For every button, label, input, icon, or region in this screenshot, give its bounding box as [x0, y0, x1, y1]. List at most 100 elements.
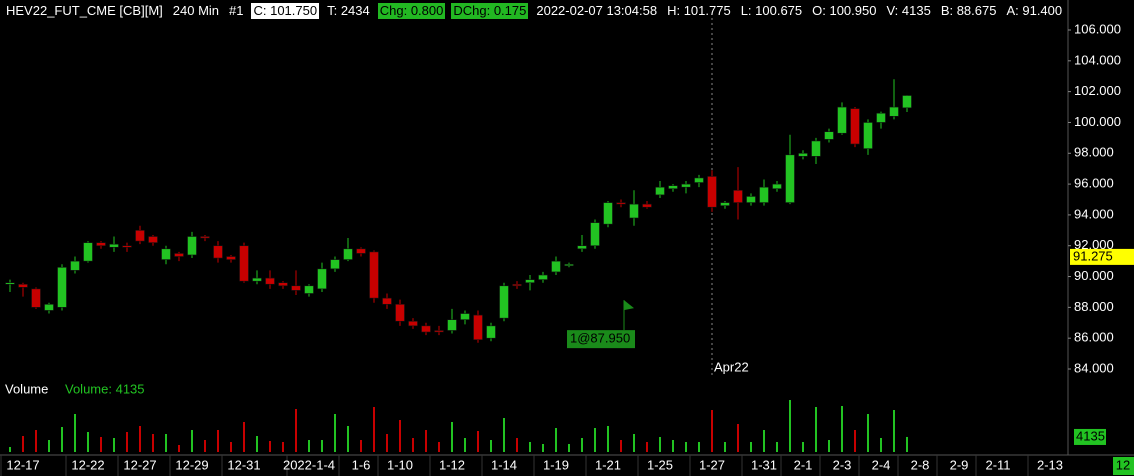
corner-box [1113, 457, 1134, 475]
header-bar: HEV22_FUT_CME [CB][M] 240 Min #1 C: 101.750… [4, 3, 1064, 19]
y-tick-label: 100.000 [1074, 114, 1121, 129]
candle-body [317, 268, 327, 290]
candle-body [304, 285, 314, 294]
candle-body [772, 183, 782, 190]
candle-body [369, 251, 379, 299]
candle-body [447, 319, 457, 331]
candle-body [824, 131, 834, 140]
y-tick-label: 98.000 [1074, 145, 1114, 160]
header-field: L: 100.675 [740, 3, 803, 18]
candle-body [278, 282, 288, 287]
candle-body [733, 189, 743, 203]
x-tick-label: 12-29 [175, 457, 208, 472]
candle-body [889, 106, 899, 117]
candle-body [5, 282, 15, 285]
candle-body [486, 325, 496, 339]
y-tick-label: 94.000 [1074, 206, 1114, 221]
trade-label: 1@87.950 [570, 331, 630, 346]
candle-body [811, 140, 821, 157]
candle-body [564, 263, 574, 267]
candle-body [902, 95, 912, 109]
y-tick-label: 104.000 [1074, 52, 1121, 67]
candle-body [148, 236, 158, 243]
candle-body [330, 259, 340, 270]
candle-body [473, 314, 483, 341]
candle-body [83, 242, 93, 262]
candle-body [122, 245, 132, 248]
trade-box [567, 330, 635, 349]
y-tick-label: 96.000 [1074, 176, 1114, 191]
x-tick-label: 1-12 [439, 457, 465, 472]
candle-body [434, 330, 444, 333]
candle-body [57, 266, 67, 308]
candle-body [798, 152, 808, 157]
x-tick-label: 12-27 [123, 457, 156, 472]
candle-body [291, 285, 301, 291]
header-field: Chg: 0.800 [377, 3, 446, 19]
header-field: C: 101.750 [251, 3, 320, 19]
x-tick-label: 12-17 [6, 457, 39, 472]
candle-body [421, 325, 431, 333]
candle-body [655, 186, 665, 196]
candle-body [265, 277, 275, 285]
candle-body [18, 283, 28, 288]
x-tick-label: 2-13 [1037, 457, 1063, 472]
x-tick-label: 2-11 [985, 457, 1010, 472]
candle-body [642, 203, 652, 208]
x-tick-label: 12-22 [71, 457, 104, 472]
candle-body [538, 274, 548, 280]
last-volume-label: 4135 [1076, 428, 1105, 443]
candle-body [759, 186, 769, 203]
candle-body [694, 177, 704, 183]
last-volume-box [1074, 428, 1106, 445]
x-tick-label: 2-4 [872, 457, 891, 472]
candle-body [603, 202, 613, 225]
candle-body [96, 242, 106, 247]
x-tick-label: 12-31 [227, 457, 260, 472]
candle-body [616, 202, 626, 205]
header-field: HEV22_FUT_CME [CB][M] [6, 3, 163, 18]
candle-body [668, 185, 678, 190]
candle-body [44, 303, 54, 311]
y-tick-label: 84.000 [1074, 360, 1114, 375]
y-tick-label: 106.000 [1074, 21, 1121, 36]
candle-body [551, 260, 561, 273]
y-tick-label: 88.000 [1074, 299, 1114, 314]
candle-body [512, 283, 522, 287]
header-field: O: 100.950 [812, 3, 877, 18]
header-field: 2022-02-07 13:04:58 [536, 3, 658, 18]
corner-label: 12 [1116, 457, 1130, 472]
header-field: 240 Min [172, 3, 220, 18]
candle-body [837, 106, 847, 134]
x-tick-label: 2-3 [833, 457, 852, 472]
volume-title: Volume: 4135 [65, 381, 145, 396]
x-tick-label: 2-9 [950, 457, 969, 472]
header-field: T: 2434 [327, 3, 370, 18]
y-tick-label: 92.000 [1074, 237, 1114, 252]
candle-body [109, 243, 119, 248]
candle-body [343, 248, 353, 260]
x-tick-label: 2-8 [911, 457, 930, 472]
candle-body [707, 176, 717, 208]
candle-body [785, 154, 795, 203]
x-tick-label: 1-14 [491, 457, 517, 472]
x-tick-label: 1-31 [751, 457, 777, 472]
x-tick-label: 1-27 [699, 457, 725, 472]
y-tick-label: 90.000 [1074, 268, 1114, 283]
x-tick-label: 2022-1-4 [283, 457, 335, 472]
candle-body [746, 196, 756, 203]
candle-body [499, 285, 509, 319]
header-field: A: 91.400 [1006, 3, 1063, 18]
candle-body [161, 248, 171, 260]
candle-body [525, 279, 535, 284]
candle-body [395, 303, 405, 322]
candle-body [720, 202, 730, 206]
header-field: #1 [229, 3, 244, 18]
candle-body [629, 203, 639, 219]
candle-body [850, 108, 860, 145]
x-tick-label: 2-1 [794, 457, 813, 472]
candle-body [590, 222, 600, 247]
x-tick-label: 1-21 [595, 457, 621, 472]
